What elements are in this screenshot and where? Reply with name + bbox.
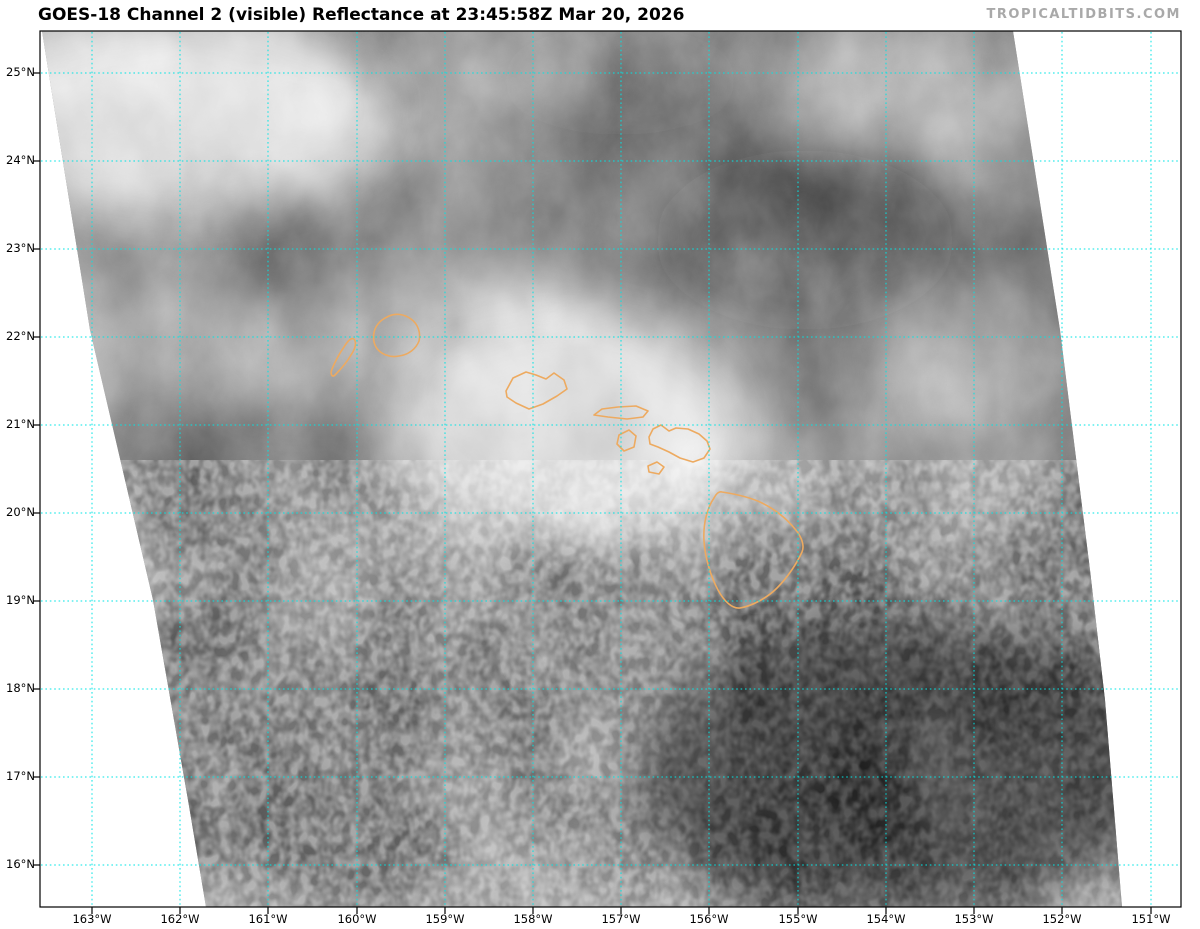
lat-tick-label: 20°N (6, 505, 35, 519)
page-title: GOES-18 Channel 2 (visible) Reflectance … (38, 5, 685, 25)
lon-tick-label: 153°W (954, 912, 994, 926)
lon-tick-label: 157°W (601, 912, 641, 926)
coastline-lanai (616, 429, 637, 452)
tick-layer (33, 72, 1152, 914)
lat-tick-label: 17°N (6, 769, 35, 783)
plot-border (39, 30, 1182, 908)
coastline-kauai (372, 313, 421, 358)
grid-layer (41, 32, 1180, 906)
lon-tick-label: 160°W (337, 912, 377, 926)
coastline-maui (648, 424, 711, 463)
lon-tick-label: 152°W (1042, 912, 1082, 926)
lon-tick-label: 156°W (689, 912, 729, 926)
lon-tick-label: 159°W (425, 912, 465, 926)
lat-tick-label: 23°N (6, 241, 35, 255)
lat-tick-label: 16°N (6, 857, 35, 871)
lat-tick-label: 19°N (6, 593, 35, 607)
lat-tick-label: 24°N (6, 153, 35, 167)
cloud-shading-accent (42, 31, 1122, 907)
coastline-oahu (505, 371, 568, 410)
lon-tick-label: 162°W (160, 912, 200, 926)
coastline-kahoolawe (647, 461, 665, 475)
lat-tick-label: 22°N (6, 329, 35, 343)
watermark: TROPICALTIDBITS.COM (986, 7, 1181, 22)
lon-tick-label: 158°W (513, 912, 553, 926)
lon-tick-label: 161°W (248, 912, 288, 926)
satellite-imagery (42, 31, 1122, 907)
lon-tick-label: 151°W (1131, 912, 1171, 926)
lat-tick-label: 21°N (6, 417, 35, 431)
coastline-molokai (593, 405, 649, 420)
lat-tick-label: 18°N (6, 681, 35, 695)
lon-tick-label: 155°W (778, 912, 818, 926)
lon-tick-label: 154°W (866, 912, 906, 926)
lon-tick-label: 163°W (72, 912, 112, 926)
coastline-niihau (330, 337, 357, 377)
lat-tick-label: 25°N (6, 65, 35, 79)
